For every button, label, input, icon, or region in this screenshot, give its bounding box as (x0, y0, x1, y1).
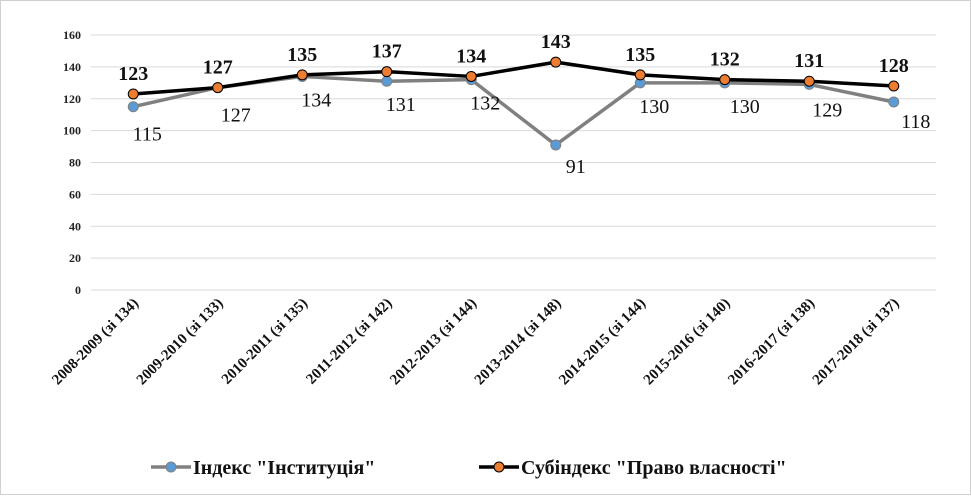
data-label-property: 123 (118, 63, 148, 85)
data-label-institution: 132 (470, 93, 500, 115)
y-tick-label: 140 (63, 60, 81, 74)
data-label-property: 135 (625, 44, 655, 66)
data-labels: 115 127 134 131 132 91 130 130 129 118 123 127 135 13… (118, 31, 930, 178)
point-property (381, 66, 393, 78)
data-label-institution: 130 (730, 96, 760, 118)
legend-label: Субіндекс "Право власності" (521, 457, 787, 479)
legend: Індекс "Інституція" Субіндекс "Право влас… (151, 457, 787, 479)
y-tick-label: 100 (63, 124, 81, 138)
y-tick-label: 80 (69, 156, 81, 170)
y-tick-label: 120 (63, 92, 81, 106)
data-label-institution: 130 (639, 96, 669, 118)
point-property (550, 56, 562, 68)
data-label-property: 143 (541, 31, 571, 53)
point-property (634, 69, 646, 81)
x-tick-label: 2008-2009 (зі 134) (49, 296, 142, 389)
series-lines (127, 56, 900, 151)
data-label-property: 134 (456, 45, 486, 67)
point-property (888, 80, 900, 92)
x-tick-label: 2014-2015 (зі 144) (556, 296, 649, 389)
legend-item-property: Субіндекс "Право власності" (479, 457, 787, 479)
legend-marker (493, 461, 505, 473)
data-label-institution: 91 (566, 156, 586, 178)
legend-item-institution: Індекс "Інституція" (151, 457, 375, 479)
point-property (212, 82, 224, 94)
point-property (127, 88, 139, 100)
point-property (719, 74, 731, 86)
data-label-institution: 129 (812, 99, 842, 121)
y-tick-label: 0 (75, 283, 81, 297)
gridlines (91, 34, 936, 291)
data-label-property: 127 (203, 57, 233, 79)
point-institution (550, 139, 562, 151)
data-label-institution: 115 (133, 124, 162, 146)
y-tick-label: 40 (69, 219, 81, 233)
x-tick-label: 2010-2011 (зі 135) (219, 296, 311, 388)
x-tick-label: 2015-2016 (зі 140) (641, 296, 734, 389)
point-institution (127, 101, 139, 113)
series-line-property (133, 60, 894, 96)
y-tick-label: 20 (69, 251, 81, 265)
data-label-property: 128 (879, 55, 909, 77)
y-tick-label: 160 (63, 28, 81, 42)
data-label-property: 131 (794, 50, 824, 72)
data-label-property: 135 (287, 44, 317, 66)
y-axis-ticks: 0 20 40 60 80 100 120 140 160 (63, 28, 81, 297)
x-axis-ticks: 2008-2009 (зі 134)2009-2010 (зі 133)2010… (49, 296, 902, 389)
data-label-institution: 127 (221, 105, 251, 127)
x-tick-label: 2016-2017 (зі 138) (725, 296, 818, 389)
legend-marker (165, 461, 177, 473)
point-institution (381, 75, 393, 87)
x-tick-label: 2012-2013 (зі 144) (387, 296, 480, 389)
point-institution (888, 96, 900, 108)
data-label-property: 132 (710, 49, 740, 71)
point-property (803, 75, 815, 87)
x-tick-label: 2011-2012 (зі 142) (303, 296, 395, 388)
x-tick-label: 2017-2018 (зі 137) (810, 296, 903, 389)
point-property (296, 69, 308, 81)
data-label-institution: 134 (301, 89, 331, 111)
point-property (465, 70, 477, 82)
x-tick-label: 2013-2014 (зі 148) (472, 296, 565, 389)
x-tick-label: 2009-2010 (зі 133) (134, 296, 227, 389)
legend-label: Індекс "Інституція" (193, 457, 375, 479)
data-label-institution: 131 (386, 94, 416, 116)
data-label-institution: 118 (901, 111, 930, 133)
data-label-property: 137 (372, 41, 402, 63)
y-tick-label: 60 (69, 187, 81, 201)
